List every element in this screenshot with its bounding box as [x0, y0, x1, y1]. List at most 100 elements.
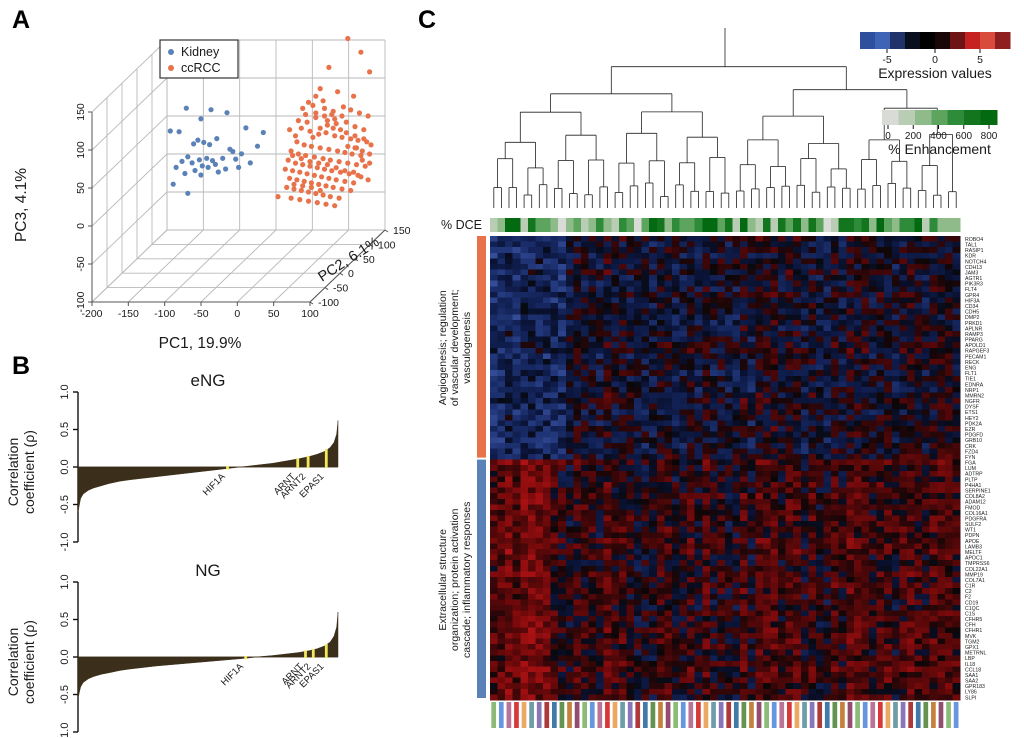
heatmap-cell: [497, 247, 506, 254]
heatmap-cell: [573, 314, 582, 321]
heatmap-cell: [580, 526, 589, 533]
heatmap-cell: [884, 325, 893, 332]
heatmap-cell: [785, 504, 794, 511]
heatmap-cell: [649, 336, 658, 343]
heatmap-cell: [823, 358, 832, 365]
heatmap-cell: [694, 353, 703, 360]
heatmap-cell: [687, 577, 696, 583]
heatmap-cell: [656, 437, 665, 444]
heatmap-cell: [732, 269, 741, 276]
heatmap-cell: [671, 353, 680, 360]
heatmap-cell: [944, 426, 953, 433]
heatmap-cell: [512, 252, 521, 259]
heatmap-cell: [588, 515, 597, 522]
heatmap-cell: [725, 375, 733, 382]
heatmap-cell: [580, 263, 589, 270]
heatmap-cell: [490, 375, 498, 382]
heatmap-cell: [558, 493, 567, 500]
heatmap-cell: [853, 515, 862, 522]
heatmap-cell: [573, 263, 582, 270]
heatmap-cell: [641, 258, 650, 265]
heatmap-cell: [846, 258, 855, 265]
heatmap-cell: [694, 593, 703, 600]
heatmap-cell: [527, 258, 536, 265]
heatmap-cell: [588, 398, 597, 405]
heatmap-cell: [656, 582, 665, 589]
heatmap-cell: [505, 370, 514, 377]
heatmap-cell: [694, 241, 703, 248]
legend-swatch-kidney: [168, 49, 174, 55]
heatmap-cell: [520, 392, 529, 399]
heatmap-cell: [634, 459, 643, 466]
heatmap-cell: [656, 577, 665, 583]
heatmap-cell: [702, 454, 711, 461]
heatmap-cell: [853, 543, 862, 550]
heatmap-cell: [618, 588, 627, 595]
heatmap-cell: [558, 336, 567, 343]
heatmap-cell: [800, 269, 809, 276]
heatmap-cell: [709, 353, 718, 360]
heatmap-cell: [535, 381, 544, 388]
heatmap-cell: [527, 398, 536, 405]
heatmap-cell: [732, 459, 741, 466]
heatmap-cell: [755, 560, 764, 567]
heatmap-cell: [914, 577, 923, 583]
heatmap-cell: [891, 426, 900, 433]
heatmap-cell: [876, 442, 885, 449]
heatmap-cell: [944, 448, 953, 455]
scatter-point-ccrcc: [304, 119, 310, 125]
heatmap-cell: [823, 398, 832, 405]
heatmap-cell: [906, 560, 915, 567]
heatmap-cell: [535, 571, 544, 578]
heatmap-cell: [937, 431, 946, 438]
heatmap-cell: [831, 241, 840, 248]
heatmap-cell: [580, 537, 589, 544]
heatmap-cell: [899, 420, 908, 427]
heatmap-cell: [861, 286, 870, 293]
heatmap-cell: [952, 604, 961, 611]
heatmap-cell: [823, 319, 832, 326]
heatmap-cell: [611, 347, 620, 354]
heatmap-cell: [755, 610, 764, 617]
heatmap-cell: [808, 431, 817, 438]
heatmap-cell: [490, 521, 498, 528]
heatmap-cell: [762, 526, 771, 533]
heatmap-cell: [603, 442, 612, 449]
heatmap-cell: [596, 470, 605, 477]
heatmap-cell: [778, 375, 787, 382]
heatmap-cell: [747, 353, 756, 360]
heatmap-cell: [808, 263, 817, 270]
heatmap-cell: [580, 515, 589, 522]
heatmap-cell: [732, 426, 741, 433]
heatmap-cell: [497, 577, 506, 583]
heatmap-cell: [717, 370, 726, 377]
heatmap-cell: [884, 347, 893, 354]
heatmap-cell: [573, 476, 582, 483]
dce-cell: [656, 218, 665, 232]
heatmap-cell: [944, 319, 953, 326]
heatmap-cell: [709, 392, 718, 399]
heatmap-cell: [944, 465, 953, 472]
heatmap-cell: [747, 319, 756, 326]
heatmap-cell: [884, 498, 893, 505]
heatmap-cell: [815, 504, 824, 511]
heatmap-cell: [846, 604, 855, 611]
heatmap-cell: [626, 308, 635, 315]
heatmap-cell: [861, 604, 870, 611]
heatmap-cell: [770, 476, 779, 483]
heatmap-cell: [899, 593, 908, 600]
heatmap-cell: [596, 465, 605, 472]
heatmap-cell: [580, 403, 589, 410]
heatmap-cell: [702, 565, 711, 572]
heatmap-cell: [899, 409, 908, 416]
heatmap-cell: [626, 420, 635, 427]
heatmap-cell: [558, 599, 567, 606]
heatmap-cell: [626, 392, 635, 399]
heatmap-cell: [732, 604, 741, 611]
heatmap-cell: [717, 627, 726, 634]
heatmap-cell: [611, 498, 620, 505]
heatmap-cell: [641, 347, 650, 354]
heatmap-cell: [580, 308, 589, 315]
heatmap-cell: [891, 521, 900, 528]
heatmap-cell: [512, 627, 521, 634]
